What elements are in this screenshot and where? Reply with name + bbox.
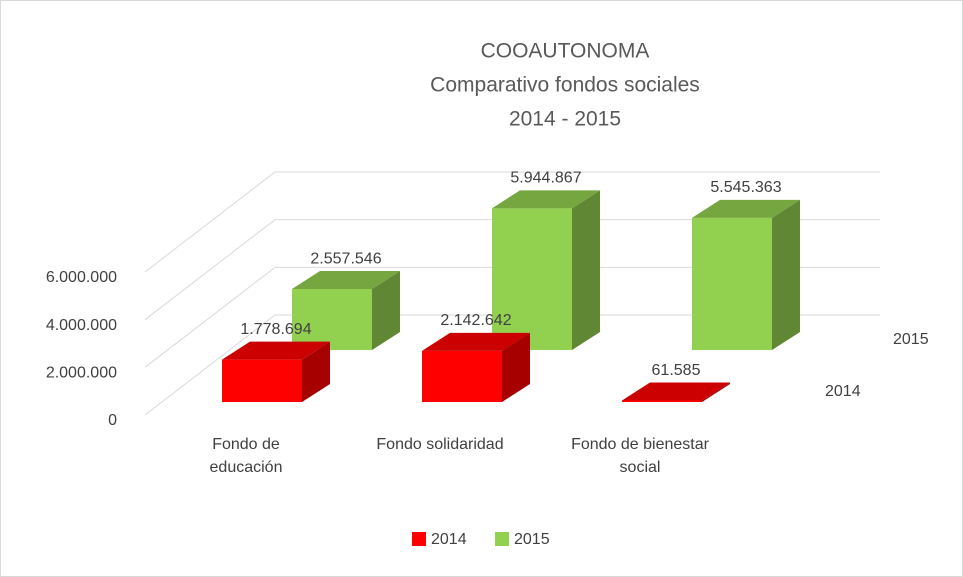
x-tick-label: Fondo solidaridad (376, 436, 504, 453)
chart-title: 2014 - 2015 (509, 108, 621, 131)
series-axis-label: 2015 (893, 331, 929, 348)
bar-side (302, 341, 330, 402)
bar-top (492, 190, 600, 209)
bar (492, 190, 600, 350)
grid-line (144, 314, 880, 416)
data-label: 5.944.867 (510, 170, 581, 187)
bar-side (772, 199, 800, 350)
bar-front (422, 350, 502, 402)
bar-front (222, 359, 302, 402)
bar-top (622, 382, 730, 401)
y-tick-label: 0 (108, 412, 117, 429)
legend-label: 2015 (514, 531, 550, 548)
x-tick-label: Fondo de educación (209, 436, 283, 476)
bar (622, 382, 730, 402)
bar-top (292, 271, 400, 290)
chart-title: Comparativo fondos sociales (430, 74, 700, 97)
bar (222, 341, 330, 402)
y-tick-label: 2.000.000 (46, 365, 117, 382)
y-tick-label: 4.000.000 (46, 317, 117, 334)
bar-side (572, 190, 600, 350)
data-label: 5.545.363 (710, 179, 781, 196)
legend-label: 2014 (431, 531, 467, 548)
chart-title: COOAUTONOMA (481, 40, 650, 63)
grid-line (144, 171, 880, 273)
legend-swatch (412, 532, 426, 546)
bar-top (222, 341, 330, 360)
bar (292, 271, 400, 350)
data-label: 2.142.642 (440, 312, 511, 329)
data-label: 2.557.546 (310, 250, 381, 267)
bar-front (622, 400, 702, 402)
bar-front (292, 289, 372, 350)
y-tick-label: 6.000.000 (46, 269, 117, 286)
bar-top (692, 199, 800, 218)
bar-front (492, 208, 572, 350)
bar-side (502, 332, 530, 402)
data-label: 1.778.694 (240, 321, 311, 338)
series-axis-label: 2014 (825, 383, 861, 400)
legend-swatch (495, 532, 509, 546)
bar (692, 199, 800, 350)
grid-line (144, 219, 880, 321)
grid-line (144, 266, 880, 368)
bar-top (422, 332, 530, 351)
bar-front (692, 217, 772, 350)
data-label: 61.585 (652, 362, 701, 379)
x-tick-label: Fondo de bienestar social (571, 436, 709, 476)
bar-side (702, 382, 730, 402)
bar (422, 332, 530, 402)
bar-side (372, 271, 400, 350)
